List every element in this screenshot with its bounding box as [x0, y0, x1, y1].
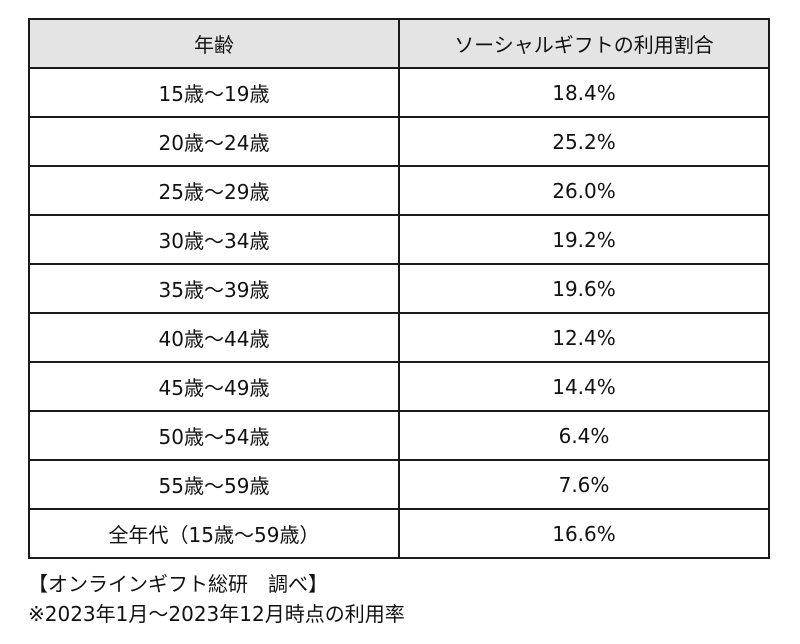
rate-cell: 26.0%: [398, 165, 770, 216]
age-cell: 30歳～34歳: [28, 214, 400, 265]
period-note: ※2023年1月～2023年12月時点の利用率: [28, 602, 405, 626]
source-note: 【オンラインギフト総研 調べ】: [28, 572, 328, 596]
table-row-total: 全年代（15歳～59歳） 16.6%: [28, 508, 770, 559]
rate-cell: 7.6%: [398, 459, 770, 510]
rate-cell: 12.4%: [398, 312, 770, 363]
table-row: 20歳～24歳 25.2%: [28, 116, 770, 167]
age-cell: 20歳～24歳: [28, 116, 400, 167]
rate-cell: 18.4%: [398, 67, 770, 118]
header-usage-rate: ソーシャルギフトの利用割合: [398, 18, 770, 69]
usage-rate-table: 年齢 ソーシャルギフトの利用割合 15歳～19歳 18.4% 20歳～24歳 2…: [28, 18, 770, 559]
table-row: 45歳～49歳 14.4%: [28, 361, 770, 412]
table-row: 15歳～19歳 18.4%: [28, 67, 770, 118]
table-row: 50歳～54歳 6.4%: [28, 410, 770, 461]
table-row: 25歳～29歳 26.0%: [28, 165, 770, 216]
table-row: 30歳～34歳 19.2%: [28, 214, 770, 265]
header-age: 年齢: [28, 18, 400, 69]
rate-cell: 14.4%: [398, 361, 770, 412]
age-cell: 55歳～59歳: [28, 459, 400, 510]
table-row: 35歳～39歳 19.6%: [28, 263, 770, 314]
table-row: 40歳～44歳 12.4%: [28, 312, 770, 363]
age-cell: 40歳～44歳: [28, 312, 400, 363]
rate-cell: 25.2%: [398, 116, 770, 167]
rate-cell: 6.4%: [398, 410, 770, 461]
data-table-container: 年齢 ソーシャルギフトの利用割合 15歳～19歳 18.4% 20歳～24歳 2…: [28, 18, 770, 559]
age-cell: 45歳～49歳: [28, 361, 400, 412]
age-cell: 15歳～19歳: [28, 67, 400, 118]
age-cell: 35歳～39歳: [28, 263, 400, 314]
age-cell: 25歳～29歳: [28, 165, 400, 216]
rate-cell: 19.2%: [398, 214, 770, 265]
table-header-row: 年齢 ソーシャルギフトの利用割合: [28, 18, 770, 69]
rate-cell: 19.6%: [398, 263, 770, 314]
age-cell: 50歳～54歳: [28, 410, 400, 461]
table-row: 55歳～59歳 7.6%: [28, 459, 770, 510]
age-cell-total: 全年代（15歳～59歳）: [28, 508, 400, 559]
rate-cell-total: 16.6%: [398, 508, 770, 559]
